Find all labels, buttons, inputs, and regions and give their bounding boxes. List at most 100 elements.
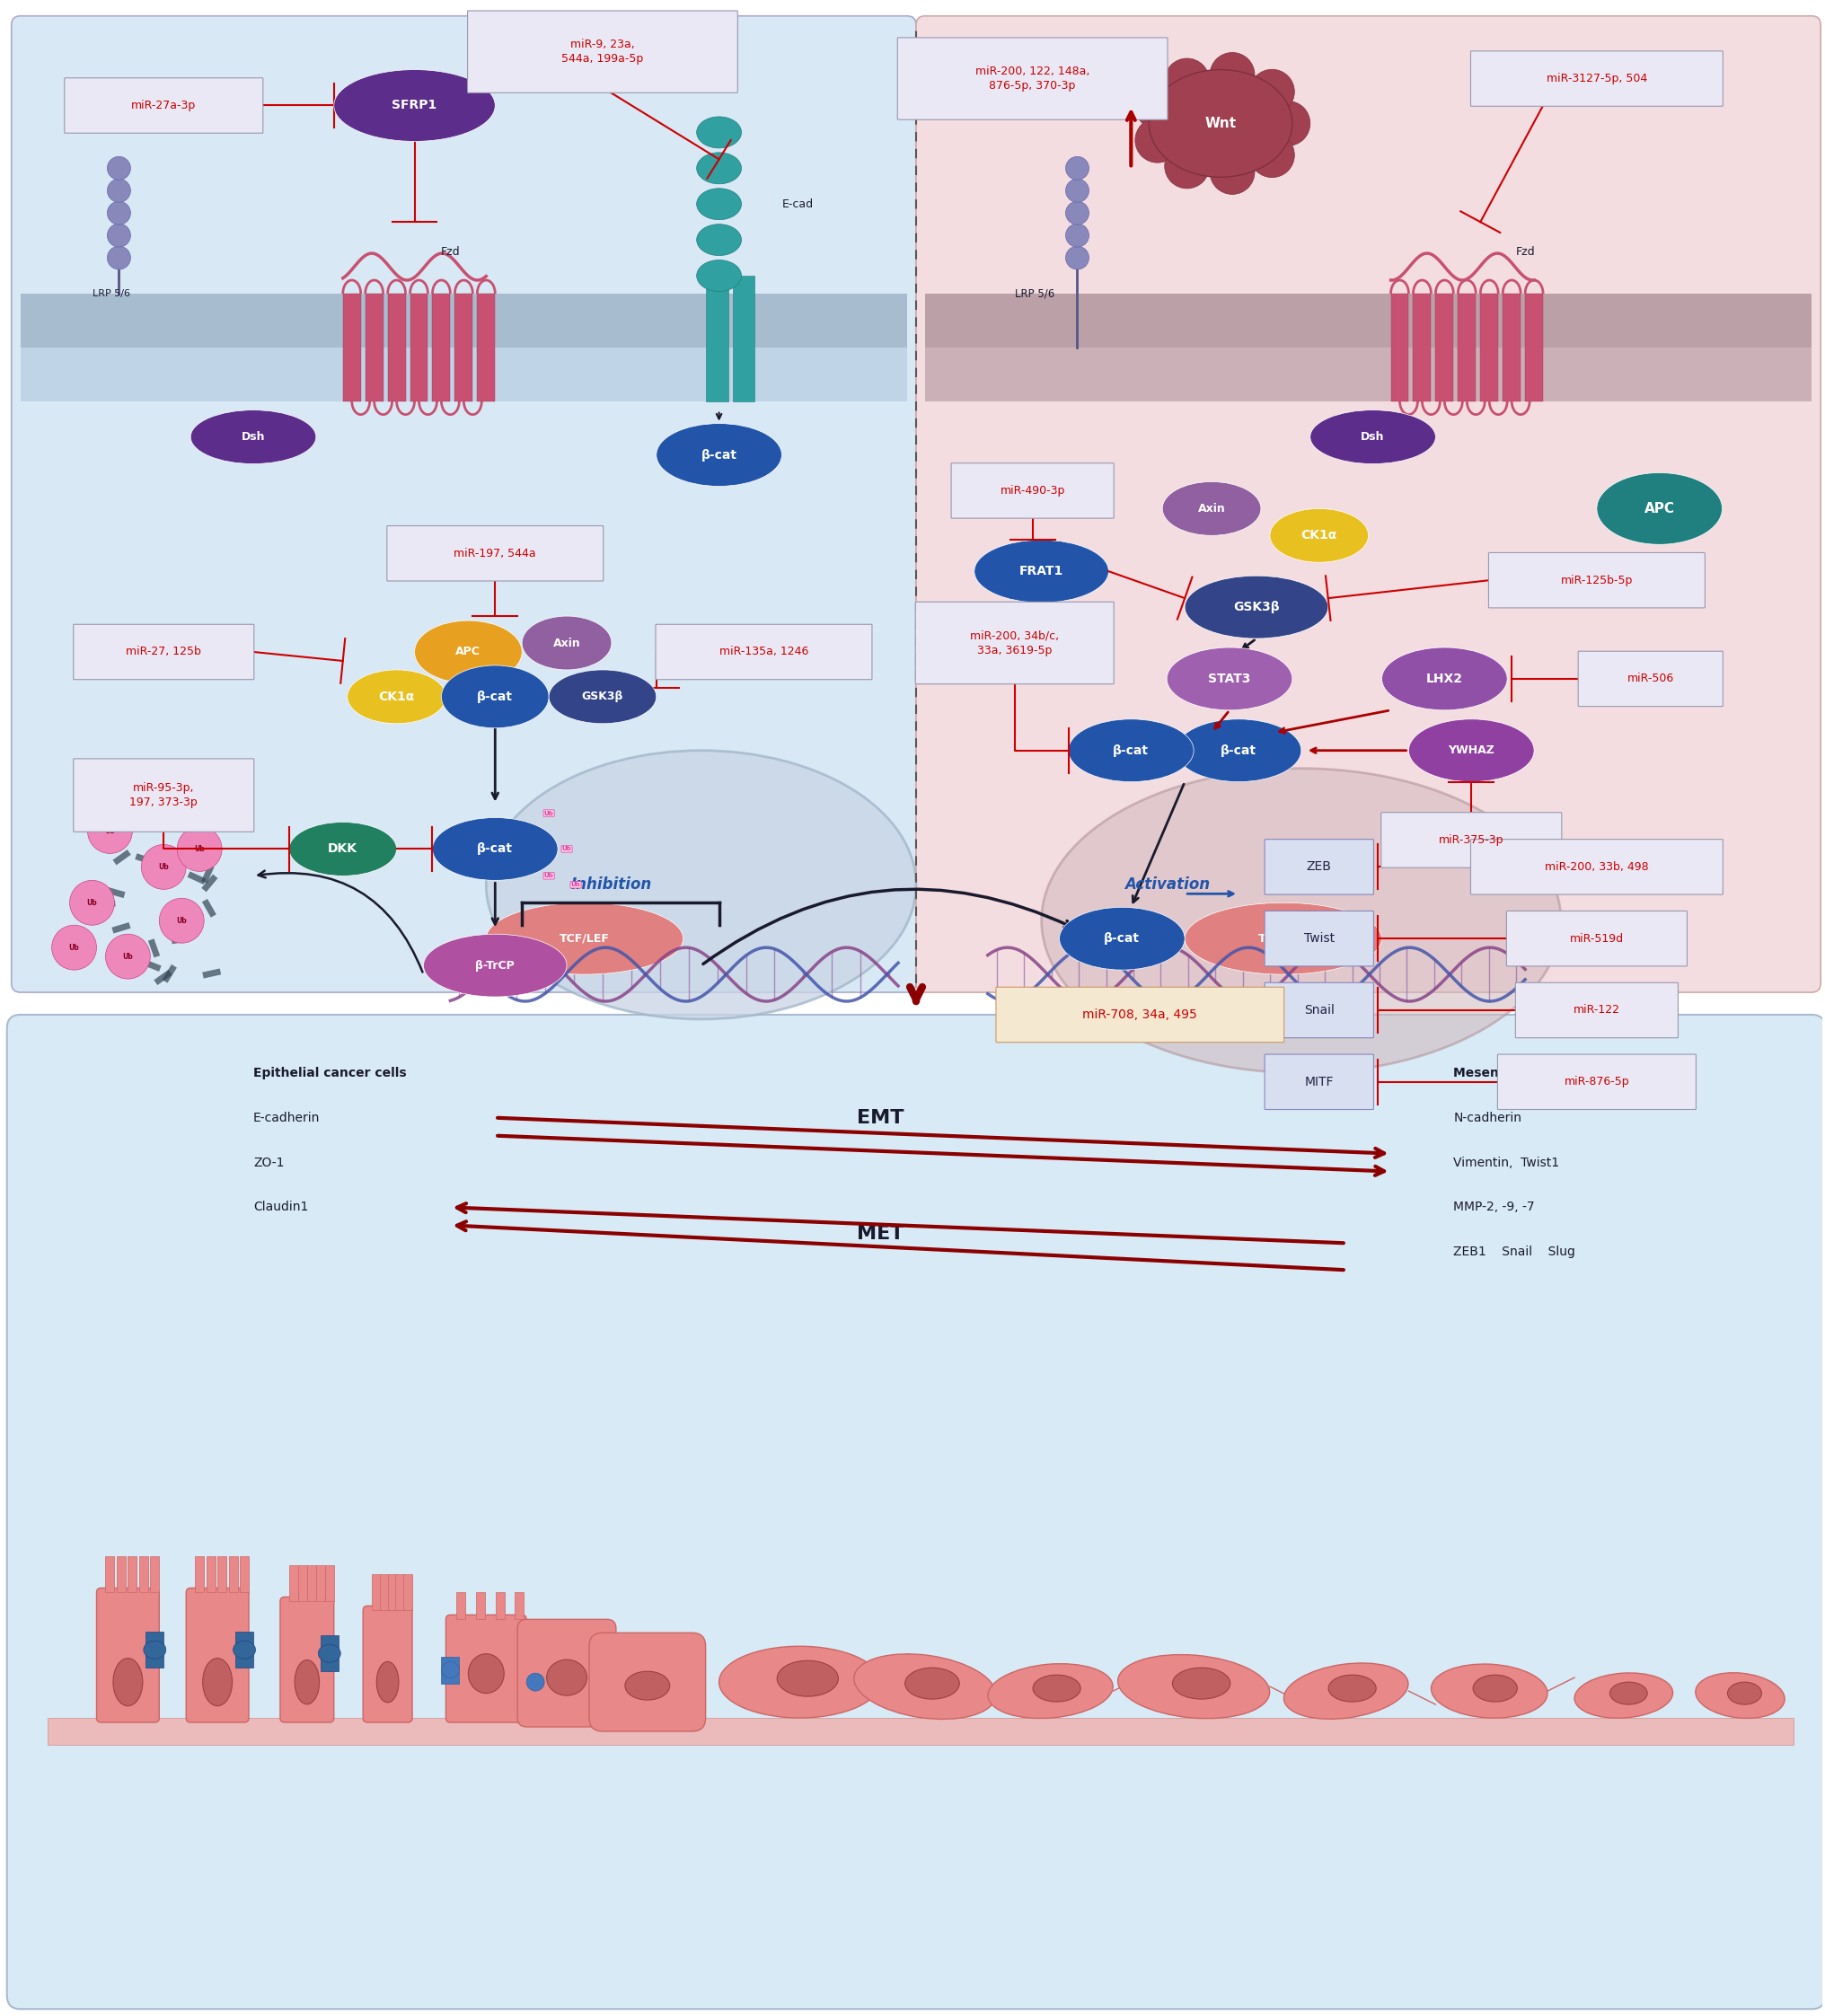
Bar (396, 1574, 405, 1611)
Ellipse shape (1409, 720, 1535, 782)
Ellipse shape (1058, 907, 1184, 970)
Bar (153, 970, 172, 986)
FancyBboxPatch shape (1579, 651, 1723, 706)
FancyBboxPatch shape (281, 1597, 334, 1722)
Bar (495, 1593, 504, 1619)
Ellipse shape (414, 621, 522, 683)
Circle shape (1135, 117, 1181, 163)
Ellipse shape (423, 933, 568, 996)
Circle shape (108, 246, 131, 270)
Ellipse shape (526, 1673, 544, 1691)
Ellipse shape (347, 669, 445, 724)
Text: Ub: Ub (159, 863, 170, 871)
FancyBboxPatch shape (64, 79, 263, 133)
Text: E-cad: E-cad (781, 198, 814, 210)
Ellipse shape (1166, 647, 1292, 710)
Text: SFRP1: SFRP1 (392, 99, 436, 111)
FancyBboxPatch shape (1471, 839, 1723, 895)
Bar (201, 875, 217, 891)
Text: GSK3β: GSK3β (1234, 601, 1279, 613)
Circle shape (1250, 133, 1294, 177)
Bar (1526, 294, 1544, 401)
Circle shape (108, 157, 131, 179)
Bar (142, 960, 161, 972)
Ellipse shape (1175, 720, 1301, 782)
Ellipse shape (1597, 474, 1723, 544)
Circle shape (108, 179, 131, 202)
Bar (454, 294, 473, 401)
Circle shape (1066, 202, 1090, 224)
Ellipse shape (485, 750, 916, 1020)
Text: LRP 5/6: LRP 5/6 (91, 288, 130, 298)
FancyBboxPatch shape (467, 10, 737, 93)
Text: Twist: Twist (1303, 931, 1334, 946)
FancyBboxPatch shape (916, 603, 1113, 683)
Ellipse shape (1270, 508, 1369, 562)
FancyBboxPatch shape (996, 988, 1285, 1042)
Ellipse shape (1575, 1673, 1674, 1718)
Bar (217, 1556, 226, 1593)
Bar (925, 347, 1812, 401)
Text: Ub: Ub (104, 827, 115, 835)
Text: Mesenchymal cancer cells: Mesenchymal cancer cells (1453, 1066, 1637, 1079)
Bar (288, 1566, 297, 1601)
Text: miR-9, 23a,
544a, 199a-5p: miR-9, 23a, 544a, 199a-5p (562, 38, 644, 65)
Bar (139, 1556, 148, 1593)
Text: CK1α: CK1α (1301, 528, 1338, 542)
Ellipse shape (1610, 1681, 1648, 1704)
Bar (321, 1635, 338, 1671)
FancyBboxPatch shape (589, 1633, 706, 1732)
Text: Claudin1: Claudin1 (254, 1202, 308, 1214)
Bar (150, 1556, 159, 1593)
Bar (1391, 294, 1409, 401)
Text: β-cat: β-cat (1113, 744, 1150, 756)
Circle shape (1210, 149, 1254, 194)
Bar (307, 1566, 316, 1601)
Text: β-cat: β-cat (701, 450, 737, 462)
Bar (325, 1566, 334, 1601)
Ellipse shape (485, 903, 683, 974)
FancyArrowPatch shape (703, 889, 1071, 964)
Bar (162, 964, 177, 984)
Bar (387, 1574, 396, 1611)
Circle shape (1164, 58, 1210, 103)
Text: Dsh: Dsh (241, 431, 265, 444)
Text: GSK3β: GSK3β (582, 691, 624, 702)
Ellipse shape (1728, 1681, 1761, 1704)
Bar (925, 294, 1812, 347)
Ellipse shape (1382, 647, 1507, 710)
Ellipse shape (1329, 1675, 1376, 1702)
Text: FRAT1: FRAT1 (1020, 564, 1064, 579)
Text: ZO-1: ZO-1 (254, 1157, 285, 1169)
Bar (203, 899, 217, 917)
Bar (78, 899, 97, 915)
Text: APC: APC (456, 645, 480, 657)
Ellipse shape (624, 1671, 670, 1699)
Bar (403, 1574, 412, 1611)
FancyBboxPatch shape (445, 1615, 526, 1722)
Text: Fzd: Fzd (1517, 246, 1535, 258)
FancyBboxPatch shape (11, 16, 916, 992)
Ellipse shape (975, 540, 1108, 603)
FancyBboxPatch shape (1265, 1054, 1374, 1109)
Ellipse shape (144, 1641, 166, 1659)
Circle shape (108, 224, 131, 248)
Ellipse shape (777, 1661, 838, 1695)
Ellipse shape (113, 1659, 142, 1706)
Text: Ub: Ub (177, 917, 186, 925)
Ellipse shape (1473, 1675, 1517, 1702)
Bar (206, 1556, 215, 1593)
Bar (20, 347, 907, 401)
Ellipse shape (433, 818, 558, 881)
Bar (1502, 294, 1520, 401)
Text: miR-27, 125b: miR-27, 125b (126, 645, 201, 657)
Text: miR-125b-5p: miR-125b-5p (1560, 575, 1633, 587)
Text: Inhibition: Inhibition (571, 877, 652, 893)
Ellipse shape (522, 617, 611, 669)
Bar (732, 276, 756, 401)
Bar (146, 1631, 164, 1667)
Bar (113, 849, 131, 865)
Text: Axin: Axin (553, 637, 580, 649)
FancyBboxPatch shape (951, 464, 1113, 518)
Text: MMP-2, -9, -7: MMP-2, -9, -7 (1453, 1202, 1535, 1214)
